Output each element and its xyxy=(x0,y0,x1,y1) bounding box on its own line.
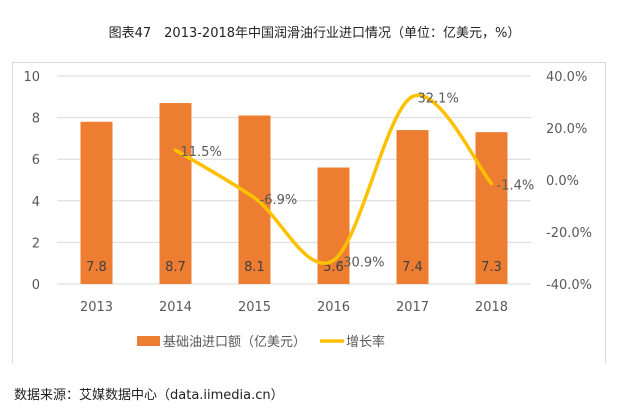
bar-label: 8.1 xyxy=(244,260,265,275)
line-label: 11.5% xyxy=(181,145,222,160)
x-tick-label: 2016 xyxy=(317,300,350,315)
bar-label: 7.8 xyxy=(86,260,107,275)
left-tick-label: 2 xyxy=(32,236,40,251)
bar-label: 8.7 xyxy=(165,260,186,275)
source-note: 数据来源：艾媒数据中心（data.iimedia.cn） xyxy=(14,388,284,403)
right-tick-label: 0.0% xyxy=(546,174,579,189)
left-tick-label: 8 xyxy=(32,112,40,127)
bar xyxy=(396,130,429,284)
x-tick-label: 2018 xyxy=(475,300,508,315)
bar-label: 7.4 xyxy=(402,260,423,275)
line-label: 32.1% xyxy=(418,92,459,107)
right-tick-label: -20.0% xyxy=(546,226,592,241)
growth-line xyxy=(173,93,494,265)
left-tick-label: 6 xyxy=(32,153,40,168)
bar-label: 7.3 xyxy=(481,260,502,275)
line-label: -6.9% xyxy=(260,193,298,208)
chart-frame xyxy=(12,62,606,363)
line-label: -30.9% xyxy=(339,255,385,270)
right-tick-label: 40.0% xyxy=(546,70,587,85)
legend-bar-swatch xyxy=(137,336,160,346)
bar xyxy=(475,132,508,284)
legend-bar-label: 基础油进口额（亿美元） xyxy=(163,335,306,350)
legend-line-label: 增长率 xyxy=(346,334,385,350)
line-label: -1.4% xyxy=(497,179,535,194)
x-tick-label: 2014 xyxy=(159,300,192,315)
x-tick-label: 2017 xyxy=(396,300,429,315)
chart-title: 图表47 2013-2018年中国润滑油行业进口情况（单位：亿美元，%） xyxy=(108,26,521,41)
x-tick-label: 2015 xyxy=(238,300,271,315)
x-tick-label: 2013 xyxy=(80,300,113,315)
left-tick-label: 10 xyxy=(23,70,40,85)
right-tick-label: -40.0% xyxy=(546,278,592,293)
bar xyxy=(80,121,113,284)
right-tick-label: 20.0% xyxy=(546,122,587,137)
bar xyxy=(159,103,192,284)
left-tick-label: 0 xyxy=(32,278,40,293)
left-tick-label: 4 xyxy=(32,195,40,210)
